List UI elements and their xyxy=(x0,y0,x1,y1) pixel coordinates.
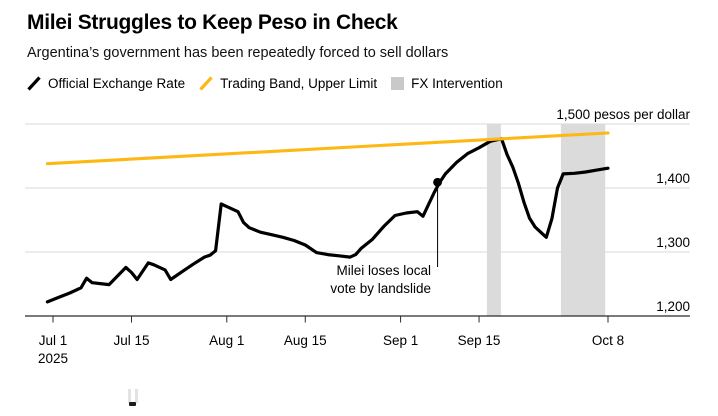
x-tick-label: Aug 15 xyxy=(284,333,327,348)
clipped-artifact xyxy=(126,389,140,407)
legend-label: Official Exchange Rate xyxy=(48,76,186,91)
fx-intervention-band xyxy=(560,124,606,316)
page-subtitle: Argentina’s government has been repeated… xyxy=(27,45,449,61)
y-tick-label: 1,200 xyxy=(656,299,690,314)
annotation-line-1: Milei loses local xyxy=(336,263,431,278)
fx-intervention-band xyxy=(486,124,501,316)
black-slash-swatch-icon xyxy=(27,76,41,91)
x-tick-label: Oct 8 xyxy=(592,333,624,348)
yellow-slash-swatch-icon xyxy=(199,76,213,91)
official-rate-line xyxy=(45,137,610,304)
trading-band-line xyxy=(45,131,610,166)
legend-item-fx-intervention: FX Intervention xyxy=(391,76,503,91)
legend: Official Exchange Rate Trading Band, Upp… xyxy=(27,76,503,91)
y-tick-label: 1,500 pesos per dollar xyxy=(556,107,690,122)
y-tick-label: 1,300 xyxy=(656,235,690,250)
x-tick-label: Sep 1 xyxy=(383,333,418,348)
artifact-bar xyxy=(128,389,131,403)
y-tick-label: 1,400 xyxy=(656,171,690,186)
artifact-bar xyxy=(135,389,138,403)
legend-item-official-rate: Official Exchange Rate xyxy=(27,76,185,91)
legend-label: Trading Band, Upper Limit xyxy=(220,76,378,91)
x-tick-label: Jul 15 xyxy=(113,333,149,348)
event-marker-dot xyxy=(433,177,442,187)
x-tick-label: Aug 1 xyxy=(209,333,244,348)
event-annotation: Milei loses local vote by landslide xyxy=(311,262,431,297)
x-tick-label: Sep 15 xyxy=(458,333,501,348)
annotation-line-2: vote by landslide xyxy=(330,280,431,296)
page-title: Milei Struggles to Keep Peso in Check xyxy=(27,11,398,34)
x-tick-sublabel: 2025 xyxy=(38,351,68,366)
gray-square-swatch-icon xyxy=(391,77,405,90)
artifact-base xyxy=(129,402,136,406)
legend-label: FX Intervention xyxy=(411,76,503,91)
x-tick-label: Jul 1 xyxy=(39,333,68,348)
legend-item-trading-band: Trading Band, Upper Limit xyxy=(199,76,377,91)
